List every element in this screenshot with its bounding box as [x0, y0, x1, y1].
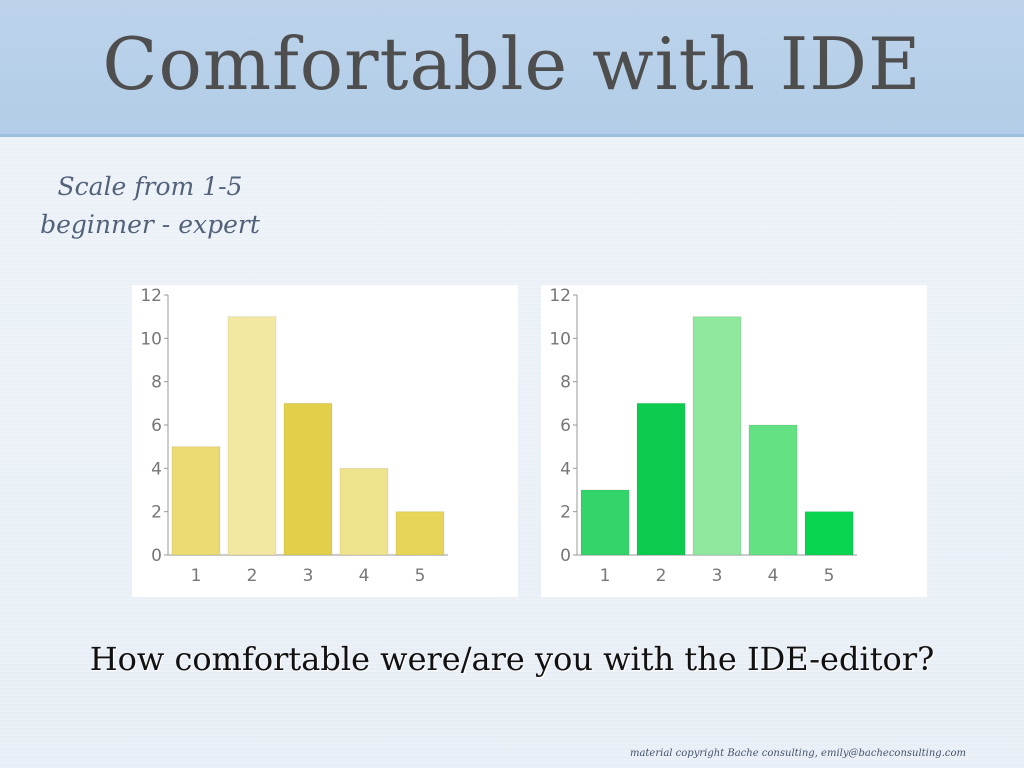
y-tick-label: 0 [151, 546, 162, 566]
x-tick-label: 2 [656, 566, 667, 586]
y-tick-label: 6 [560, 416, 571, 436]
bar-1 [580, 489, 630, 556]
copyright-footer: material copyright Bache consulting, emi… [629, 748, 966, 759]
scale-note-line1: Scale from 1-5 [57, 172, 243, 201]
bar-5 [395, 511, 445, 556]
x-tick-label: 4 [359, 566, 370, 586]
x-tick-label: 3 [712, 566, 723, 586]
scale-note: Scale from 1-5 beginner - expert [30, 168, 270, 244]
title-banner: Comfortable with IDE [0, 0, 1024, 137]
y-tick-label: 2 [151, 503, 162, 523]
bar-2 [636, 402, 686, 556]
x-tick-label: 1 [191, 566, 202, 586]
bar-chart-before: 0 2 4 6 8 10 12 1 2 3 4 5 [132, 285, 518, 597]
x-tick-label: 5 [415, 566, 426, 586]
bar-3 [692, 316, 742, 556]
slide-title: Comfortable with IDE [102, 22, 922, 106]
y-tick-label: 12 [140, 286, 162, 306]
bar-chart-after: 0 2 4 6 8 10 12 1 2 3 4 5 [541, 285, 927, 597]
y-tick-label: 0 [560, 546, 571, 566]
bar-4 [339, 467, 389, 556]
y-tick-label: 8 [560, 373, 571, 393]
x-tick-label: 1 [600, 566, 611, 586]
y-tick-label: 12 [549, 286, 571, 306]
x-tick-label: 5 [824, 566, 835, 586]
y-tick-label: 4 [560, 459, 571, 479]
bar-4 [748, 424, 798, 556]
bar-2 [227, 316, 277, 556]
x-tick-label: 2 [247, 566, 258, 586]
bar-5 [804, 511, 854, 556]
x-tick-label: 3 [303, 566, 314, 586]
y-tick-label: 4 [151, 459, 162, 479]
bar-3 [283, 402, 333, 556]
y-tick-label: 2 [560, 503, 571, 523]
y-tick-label: 6 [151, 416, 162, 436]
y-tick-label: 8 [151, 373, 162, 393]
y-tick-label: 10 [549, 329, 571, 349]
scale-note-line2: beginner - expert [40, 210, 260, 239]
y-tick-label: 10 [140, 329, 162, 349]
bar-1 [171, 446, 221, 556]
x-tick-label: 4 [768, 566, 779, 586]
survey-question: How comfortable were/are you with the ID… [89, 640, 935, 678]
